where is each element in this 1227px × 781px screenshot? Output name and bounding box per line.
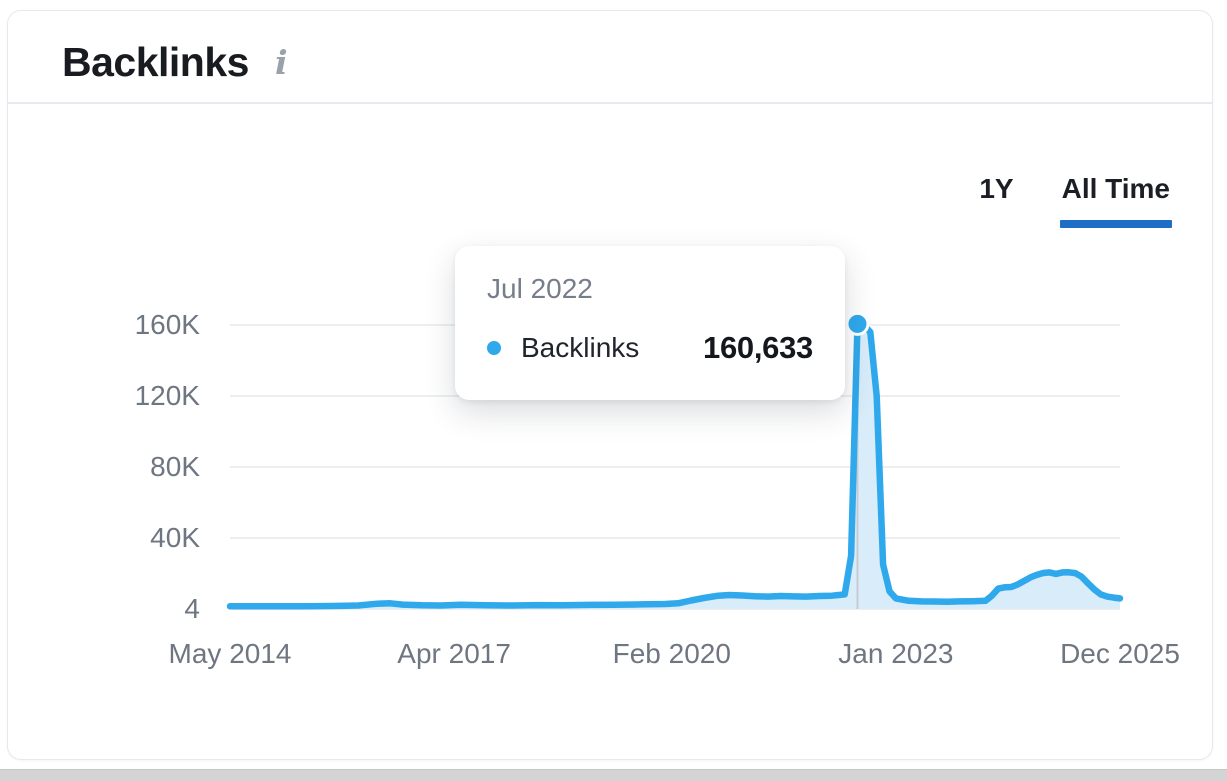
info-icon[interactable]: i xyxy=(274,43,288,82)
card-title-text: Backlinks xyxy=(62,39,249,85)
tooltip-row: Backlinks 160,633 xyxy=(487,330,813,366)
chart-tooltip: Jul 2022 Backlinks 160,633 xyxy=(455,246,845,400)
horizontal-scrollbar[interactable] xyxy=(0,769,1227,781)
tooltip-series-label: Backlinks xyxy=(521,332,640,363)
tooltip-date: Jul 2022 xyxy=(487,273,593,304)
range-option-1y[interactable]: 1Y xyxy=(979,173,1014,204)
range-selector: 1Y All Time xyxy=(979,172,1173,228)
card-header: Backlinks i xyxy=(8,11,1212,104)
range-option-all-time[interactable]: All Time xyxy=(1059,173,1173,228)
tooltip-value: 160,633 xyxy=(703,330,813,365)
card-title: Backlinks i xyxy=(62,39,288,88)
series-marker-icon xyxy=(487,341,501,355)
